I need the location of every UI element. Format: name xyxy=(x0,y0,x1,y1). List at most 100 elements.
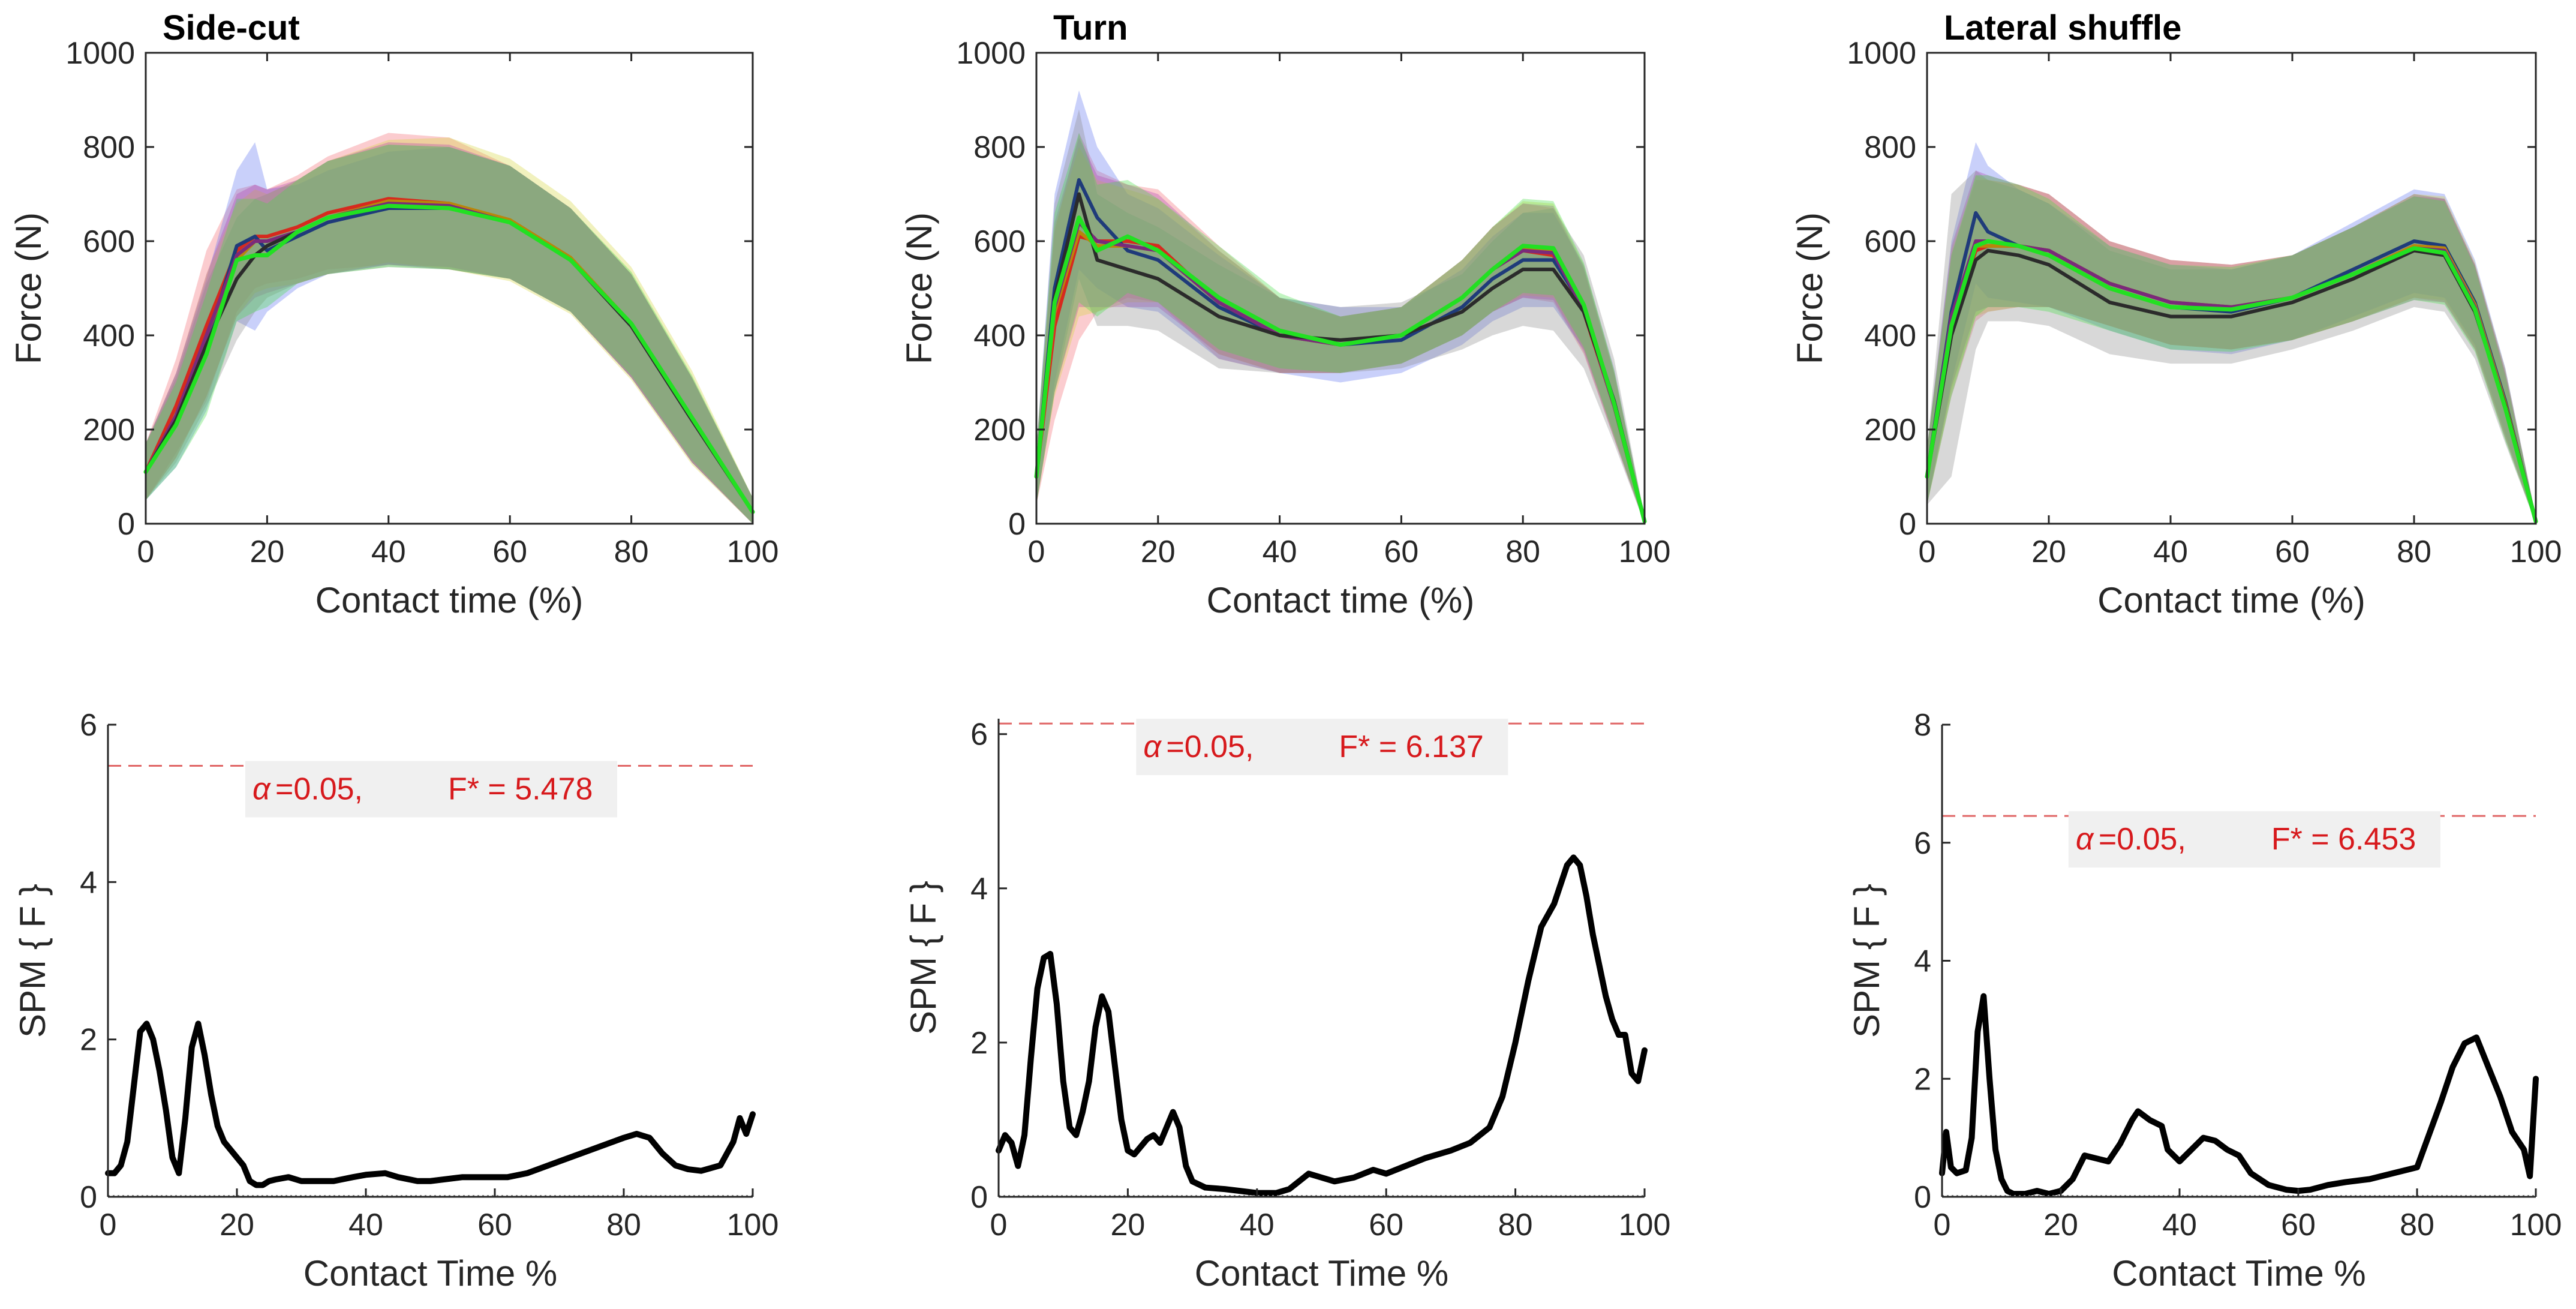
y-tick-label: 400 xyxy=(83,319,135,353)
axes: 0 20 40 60 80 100 0 2 4 6 8 xyxy=(1914,708,2562,1242)
y-tick-label: 200 xyxy=(83,413,135,448)
y-tick-label: 6 xyxy=(970,717,988,752)
threshold-label: α =0.05, F* = 5.478 xyxy=(245,761,617,818)
y-tick-label: 1000 xyxy=(1847,36,1916,71)
y-axis-label: Force (N) xyxy=(1790,212,1830,364)
x-tick-label: 40 xyxy=(2153,535,2188,569)
x-tick-label: 100 xyxy=(2510,1208,2562,1242)
x-axis-label: Contact time (%) xyxy=(1207,580,1475,620)
x-tick-label: 80 xyxy=(614,535,649,569)
x-tick-label: 0 xyxy=(990,1208,1008,1242)
y-tick-label: 6 xyxy=(1914,826,1931,861)
x-tick-label: 80 xyxy=(2397,535,2431,569)
y-axis-label: Force (N) xyxy=(8,212,49,364)
y-tick-label: 8 xyxy=(1914,708,1931,743)
alpha-symbol: α xyxy=(253,771,271,806)
axes: 0 20 40 60 80 100 0 2 4 6 xyxy=(970,717,1670,1242)
y-tick-label: 200 xyxy=(1864,413,1916,448)
spm-curve xyxy=(105,1020,756,1188)
panel-title: Turn xyxy=(1053,8,1128,47)
plot-frame xyxy=(1035,52,1646,525)
x-tick-label: 60 xyxy=(1369,1208,1403,1242)
x-tick-label: 60 xyxy=(492,535,527,569)
sd-bands xyxy=(1036,90,1645,524)
x-tick-label: 20 xyxy=(1110,1208,1145,1242)
y-tick-label: 2 xyxy=(80,1023,97,1058)
sd-band-blue xyxy=(1036,90,1645,524)
sd-band-green xyxy=(1036,133,1645,524)
x-tick-label: 20 xyxy=(220,1208,254,1242)
y-axis-label: SPM { F } xyxy=(903,881,943,1035)
alpha-symbol: α xyxy=(2076,822,2094,857)
y-tick-label: 4 xyxy=(80,865,97,900)
x-tick-label: 0 xyxy=(100,1208,117,1242)
alpha-value: =0.05, xyxy=(1166,729,1254,764)
chart-panel-bottom-left: 0 20 40 60 80 100 0 2 4 6 Contact Time % SPM { F } α… xyxy=(13,708,778,1293)
sd-band-purple xyxy=(1036,137,1645,524)
sd-band-gray xyxy=(1036,109,1645,524)
y-tick-label: 600 xyxy=(1864,224,1916,259)
y-tick-label: 2 xyxy=(970,1026,988,1061)
threshold-label-box xyxy=(245,761,617,818)
y-tick-label: 0 xyxy=(80,1180,97,1215)
y-tick-label: 0 xyxy=(1914,1180,1931,1215)
threshold-label-box xyxy=(2068,811,2440,868)
mean-lines xyxy=(143,197,755,514)
y-tick-label: 400 xyxy=(1864,319,1916,353)
y-tick-label: 6 xyxy=(80,708,97,743)
x-axis-label: Contact Time % xyxy=(2112,1253,2366,1293)
spm-curve xyxy=(1939,993,2539,1197)
x-tick-label: 60 xyxy=(1384,535,1418,569)
x-tick-label: 20 xyxy=(1141,535,1176,569)
x-tick-label: 0 xyxy=(1028,535,1045,569)
y-tick-label: 0 xyxy=(970,1180,988,1215)
x-axis-label: Contact Time % xyxy=(1195,1253,1449,1293)
x-tick-label: 20 xyxy=(2043,1208,2078,1242)
x-tick-label: 100 xyxy=(727,1208,779,1242)
chart-panel-bottom-middle: 0 20 40 60 80 100 0 2 4 6 Contact Time % SPM { F } α… xyxy=(903,717,1670,1293)
y-tick-label: 0 xyxy=(1008,507,1026,542)
x-tick-label: 40 xyxy=(371,535,406,569)
mean-lines xyxy=(1925,211,2538,524)
x-tick-label: 20 xyxy=(2031,535,2066,569)
alpha-symbol: α xyxy=(1143,729,1162,764)
x-tick-label: 40 xyxy=(1240,1208,1275,1242)
x-tick-label: 20 xyxy=(250,535,284,569)
mean-line-green xyxy=(1034,215,1647,524)
panel-title: Side-cut xyxy=(163,8,300,47)
threshold-label: α =0.05, F* = 6.453 xyxy=(2068,811,2440,868)
x-tick-label: 100 xyxy=(727,535,779,569)
x-tick-label: 80 xyxy=(2400,1208,2434,1242)
y-tick-label: 0 xyxy=(1899,507,1916,542)
x-tick-label: 80 xyxy=(1498,1208,1533,1242)
y-tick-label: 1000 xyxy=(65,36,135,71)
x-tick-label: 0 xyxy=(137,535,155,569)
plot-frame xyxy=(145,52,754,525)
x-axis-label: Contact time (%) xyxy=(315,580,584,620)
x-tick-label: 0 xyxy=(1919,535,1936,569)
y-axis-label: Force (N) xyxy=(899,212,939,364)
x-tick-label: 100 xyxy=(1619,1208,1671,1242)
critical-f-value: F* = 6.137 xyxy=(1339,729,1483,764)
sd-band-blue xyxy=(1927,142,2536,524)
alpha-value: =0.05, xyxy=(2099,822,2186,857)
alpha-value: =0.05, xyxy=(275,771,363,806)
x-tick-label: 40 xyxy=(2162,1208,2197,1242)
sd-band-yellow xyxy=(1036,147,1645,524)
x-axis-label: Contact Time % xyxy=(303,1253,558,1293)
y-tick-label: 800 xyxy=(83,130,135,165)
sd-band-red xyxy=(1036,133,1645,524)
plot-frame xyxy=(1926,52,2537,525)
x-tick-label: 100 xyxy=(2510,535,2562,569)
spm-curve xyxy=(996,854,1648,1196)
mean-lines xyxy=(1034,178,1647,524)
mean-line-green xyxy=(1925,239,2538,524)
y-tick-label: 400 xyxy=(973,319,1026,353)
x-axis-label: Contact time (%) xyxy=(2097,580,2365,620)
threshold-label-box xyxy=(1136,719,1508,776)
mean-line-green xyxy=(143,203,755,514)
